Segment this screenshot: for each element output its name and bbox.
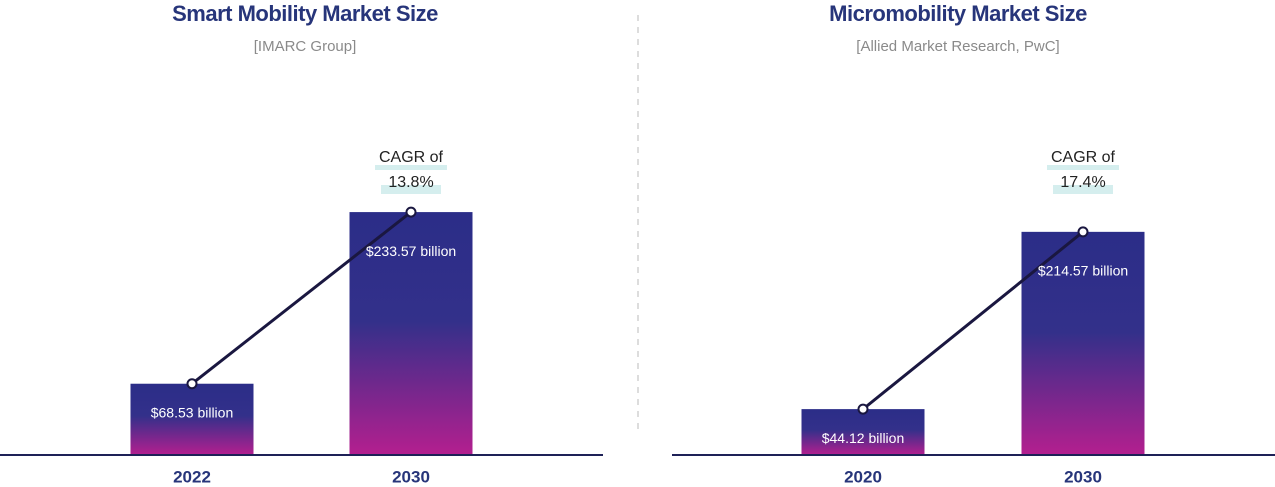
highlight xyxy=(1047,165,1119,170)
bar xyxy=(130,383,254,455)
point xyxy=(186,378,198,390)
x-tick-label: 2022 xyxy=(173,467,211,486)
highlight xyxy=(375,165,447,170)
point xyxy=(405,206,417,218)
x-tick-label: 2030 xyxy=(392,467,430,486)
annotation: 13.8% xyxy=(388,174,433,191)
chart-subtitle: [Allied Market Research, PwC] xyxy=(856,38,1059,55)
growth-line xyxy=(862,230,1084,411)
annotation: CAGR of xyxy=(1051,149,1116,166)
bar xyxy=(801,409,925,455)
chart-title: Micromobility Market Size xyxy=(829,1,1087,26)
point xyxy=(1077,226,1089,238)
chart-subtitle: [IMARC Group] xyxy=(254,38,357,55)
x-tick-label: 2030 xyxy=(1064,467,1102,486)
growth-line xyxy=(191,210,412,385)
value-label: $214.57 billion xyxy=(1038,263,1128,279)
point xyxy=(857,403,869,415)
highlight xyxy=(1053,185,1113,194)
highlight xyxy=(381,185,441,194)
x-tick-label: 2020 xyxy=(844,467,882,486)
bar xyxy=(1021,231,1145,455)
annotation: CAGR of xyxy=(379,149,444,166)
bar xyxy=(349,212,473,455)
value-label: $233.57 billion xyxy=(366,243,456,259)
chart-title: Smart Mobility Market Size xyxy=(172,1,438,26)
value-label: $44.12 billion xyxy=(822,430,905,446)
annotation: 17.4% xyxy=(1060,174,1105,191)
value-label: $68.53 billion xyxy=(151,404,234,420)
